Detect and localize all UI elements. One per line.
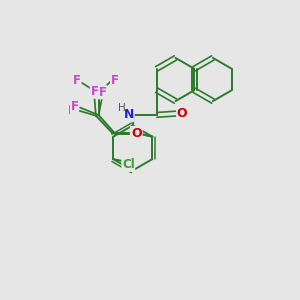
Text: F: F [70,100,79,113]
Text: N: N [124,108,134,122]
Text: H: H [118,103,126,113]
Text: F: F [73,74,81,87]
Text: F: F [90,85,98,98]
Text: O: O [177,107,187,120]
Text: Cl: Cl [122,158,135,171]
Text: F: F [68,104,76,117]
Text: F: F [111,74,119,87]
Text: O: O [130,127,141,140]
Text: O: O [131,127,142,140]
Text: F: F [99,86,107,99]
